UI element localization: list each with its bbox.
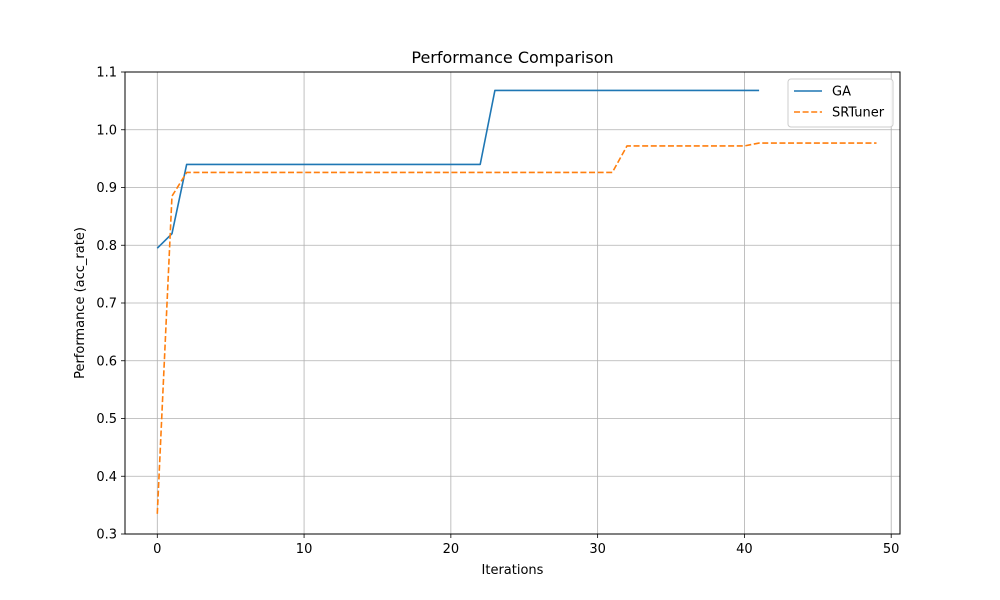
x-axis-title: Iterations: [482, 563, 544, 578]
x-tick-label: 0: [153, 542, 161, 557]
y-tick-label: 1.1: [96, 66, 117, 81]
y-tick-label: 0.3: [96, 528, 117, 543]
y-tick-label: 1.0: [96, 123, 117, 138]
legend-label-ga: GA: [832, 85, 851, 100]
y-tick-label: 0.4: [96, 470, 117, 485]
x-tick-label: 30: [589, 542, 606, 557]
y-tick-label: 0.7: [96, 297, 117, 312]
y-axis-title: Performance (acc_rate): [73, 227, 88, 379]
legend: GA SRTuner: [787, 78, 894, 128]
y-tick-label: 0.9: [96, 181, 117, 196]
series-line-ga: [156, 89, 760, 249]
series-line-srtuner: [156, 142, 877, 514]
legend-label-srtuner: SRTuner: [832, 106, 885, 121]
chart-title: Performance Comparison: [411, 48, 613, 67]
y-tick-label: 0.8: [96, 239, 117, 254]
x-tick-label: 10: [296, 542, 313, 557]
series-layer: [156, 89, 877, 514]
ticks: 0 10 20 30 40 50 0.3 0.4 0.5 0.6 0.7 0.8 0.9 1.0 1.1: [96, 66, 899, 558]
x-tick-label: 40: [736, 542, 753, 557]
x-tick-label: 50: [883, 542, 900, 557]
y-tick-label: 0.6: [96, 354, 117, 369]
y-tick-label: 0.5: [96, 412, 117, 427]
x-tick-label: 20: [443, 542, 460, 557]
